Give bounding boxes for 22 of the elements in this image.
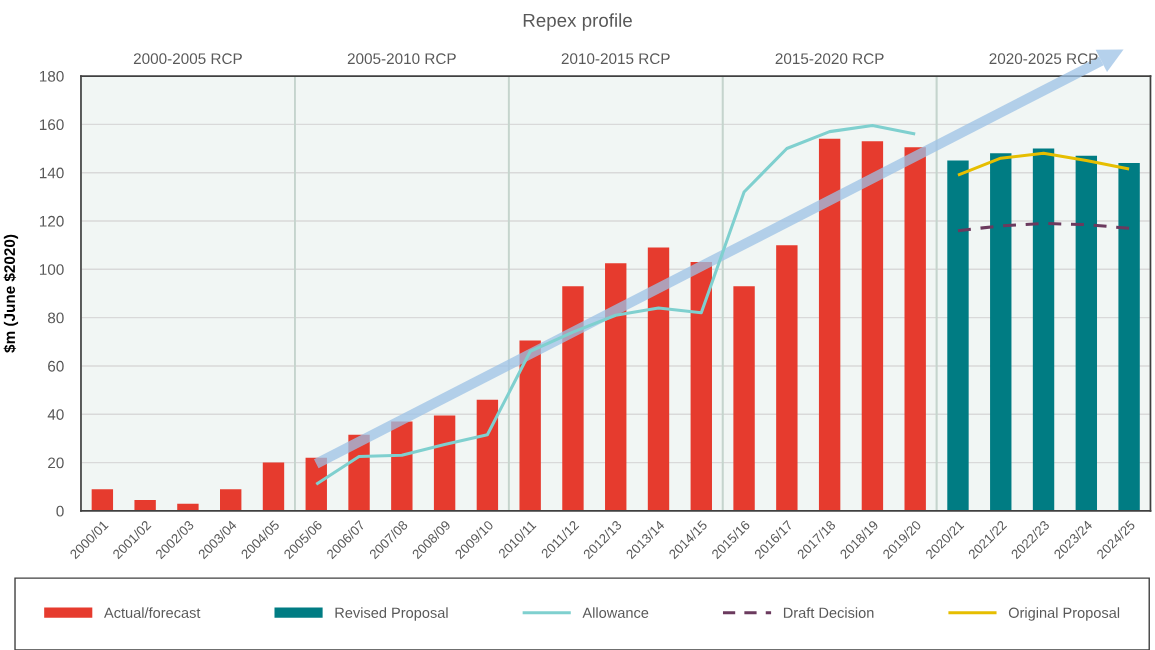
legend-label: Revised Proposal: [335, 607, 448, 621]
chart-title: Repex profile: [523, 13, 632, 31]
legend-label: Allowance: [582, 607, 649, 618]
band-label: 2010-2015 RCP: [561, 53, 670, 65]
y-tick-label: 180: [39, 70, 64, 82]
y-tick-label: 100: [39, 264, 64, 275]
legend-label: Draft Decision: [783, 607, 874, 618]
legend-label: Original Proposal: [1008, 607, 1120, 621]
band-label: 2020-2025 RCP: [989, 53, 1098, 65]
y-tick-label: 0: [56, 505, 64, 517]
band-label: 2015-2020 RCP: [775, 53, 884, 65]
y-tick-label: 120: [39, 215, 64, 227]
band-label: 2005-2010 RCP: [347, 53, 456, 65]
y-tick-label: 40: [47, 409, 64, 420]
y-tick-label: 160: [39, 119, 64, 131]
legend-label: Actual/forecast: [104, 607, 201, 618]
y-axis-title: $m (June $2020): [3, 234, 19, 353]
y-tick-label: 140: [39, 167, 64, 179]
y-tick-label: 60: [48, 360, 64, 372]
band-label: 2000-2005 RCP: [133, 53, 242, 65]
y-tick-label: 80: [47, 312, 64, 324]
y-tick-label: 20: [48, 457, 64, 469]
